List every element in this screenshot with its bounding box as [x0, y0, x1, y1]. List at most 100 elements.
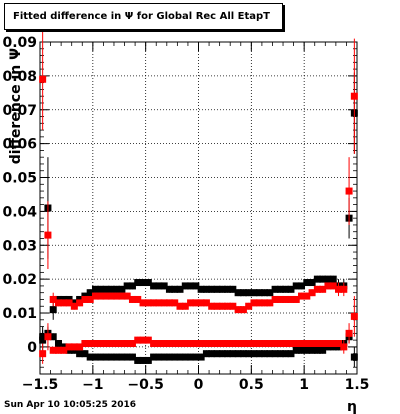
- data-point: [107, 353, 115, 361]
- data-point: [192, 282, 200, 290]
- data-point: [261, 299, 269, 307]
- data-point: [234, 350, 242, 358]
- y-tick-label: 0.06: [2, 137, 37, 153]
- data-point: [218, 350, 226, 358]
- data-point: [107, 285, 115, 293]
- data-point: [113, 292, 121, 300]
- data-point: [155, 282, 163, 290]
- data-point: [187, 299, 195, 307]
- data-point: [155, 340, 163, 348]
- data-point: [134, 356, 142, 364]
- data-point: [282, 285, 290, 293]
- data-point: [65, 299, 73, 307]
- data-point: [350, 353, 358, 361]
- data-point: [118, 340, 126, 348]
- data-point: [134, 336, 142, 344]
- data-point: [144, 336, 152, 344]
- data-point: [165, 299, 173, 307]
- y-tick-label: 0.04: [2, 204, 37, 220]
- data-point: [313, 346, 321, 354]
- data-point: [229, 350, 237, 358]
- data-point: [245, 289, 253, 297]
- data-point: [202, 340, 210, 348]
- data-point: [266, 340, 274, 348]
- data-point: [86, 295, 94, 303]
- data-point: [292, 340, 300, 348]
- data-point: [250, 340, 258, 348]
- grid-lines: [39, 41, 358, 374]
- y-tick-label: 0: [27, 340, 37, 356]
- data-point: [128, 295, 136, 303]
- data-point: [97, 353, 105, 361]
- data-point: [276, 295, 284, 303]
- data-point: [176, 340, 184, 348]
- data-point: [245, 340, 253, 348]
- data-point: [113, 285, 121, 293]
- chart-title: Fitted difference in Ψ for Global Rec Al…: [13, 11, 271, 22]
- data-point: [350, 92, 358, 100]
- data-series-3: [39, 28, 358, 314]
- data-point: [218, 340, 226, 348]
- data-point: [324, 275, 332, 283]
- data-point: [298, 340, 306, 348]
- data-point: [303, 279, 311, 287]
- data-point: [255, 350, 263, 358]
- data-point: [113, 340, 121, 348]
- x-tick-label: −0.5: [127, 377, 164, 393]
- data-point: [303, 340, 311, 348]
- data-point: [171, 285, 179, 293]
- data-point: [39, 333, 47, 341]
- data-point: [86, 289, 94, 297]
- data-point: [239, 306, 247, 314]
- data-point: [287, 340, 295, 348]
- data-point: [192, 340, 200, 348]
- data-point: [350, 312, 358, 320]
- data-point: [319, 346, 327, 354]
- data-point: [271, 350, 279, 358]
- data-point: [303, 346, 311, 354]
- data-point: [224, 350, 232, 358]
- data-point: [202, 299, 210, 307]
- data-point: [313, 340, 321, 348]
- data-point: [266, 350, 274, 358]
- data-point: [213, 302, 221, 310]
- data-point: [298, 282, 306, 290]
- data-point: [171, 353, 179, 361]
- data-point: [218, 285, 226, 293]
- data-point: [128, 353, 136, 361]
- data-point: [329, 275, 337, 283]
- data-point: [54, 299, 62, 307]
- data-point: [49, 333, 57, 341]
- data-point: [39, 350, 47, 358]
- data-point: [171, 299, 179, 307]
- data-point: [70, 302, 78, 310]
- data-point: [76, 350, 84, 358]
- data-point: [282, 295, 290, 303]
- data-point: [276, 350, 284, 358]
- data-point: [308, 340, 316, 348]
- axis-ticks: [39, 41, 358, 375]
- data-point: [76, 343, 84, 351]
- data-point: [292, 282, 300, 290]
- data-point: [266, 299, 274, 307]
- y-tick-label: 0.03: [2, 238, 37, 254]
- data-point: [144, 279, 152, 287]
- data-point: [155, 353, 163, 361]
- data-point: [70, 343, 78, 351]
- data-point: [319, 340, 327, 348]
- data-point: [81, 295, 89, 303]
- data-point: [171, 340, 179, 348]
- data-point: [128, 340, 136, 348]
- data-point: [245, 302, 253, 310]
- data-point: [181, 282, 189, 290]
- data-point: [102, 353, 110, 361]
- data-point: [86, 353, 94, 361]
- data-point: [139, 356, 147, 364]
- data-point: [60, 299, 68, 307]
- data-point: [218, 302, 226, 310]
- data-point: [192, 353, 200, 361]
- data-point: [128, 282, 136, 290]
- data-point: [49, 346, 57, 354]
- data-point: [197, 285, 205, 293]
- data-point: [208, 350, 216, 358]
